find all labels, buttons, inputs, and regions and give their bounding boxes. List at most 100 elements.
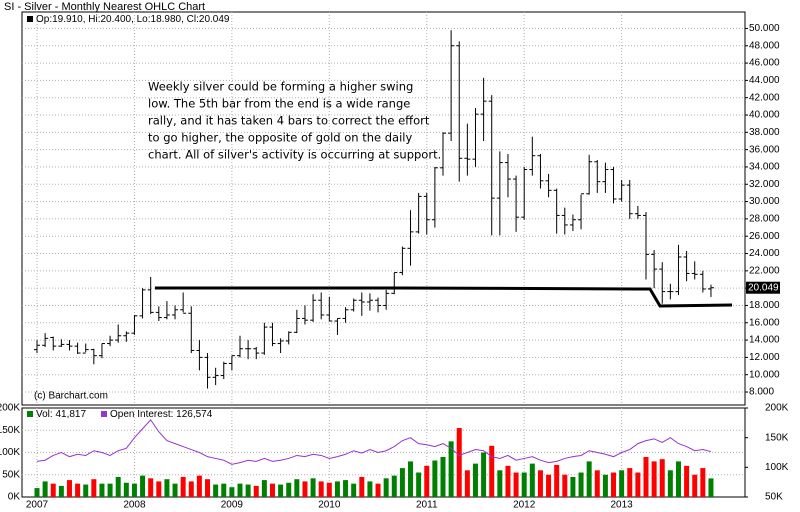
- volume-bar: [253, 485, 259, 497]
- y2-tick-label: 100K: [765, 462, 789, 473]
- volume-bar: [708, 478, 714, 497]
- last-price-label: 20.049: [748, 282, 779, 293]
- volume-bar: [659, 459, 665, 497]
- volume-bar: [562, 474, 568, 497]
- y2-tick-label: 50K: [765, 492, 783, 503]
- volume-bar: [440, 456, 446, 497]
- volume-bar: [481, 452, 487, 497]
- x-tick-label: 2011: [416, 500, 438, 511]
- x-tick-label: 2009: [221, 500, 244, 511]
- volume-bar: [667, 470, 673, 497]
- volume-bar: [196, 475, 202, 497]
- y2-tick-label: 150K: [765, 432, 789, 443]
- annotation-line: low. The 5th bar from the end is a wide …: [148, 97, 410, 111]
- volume-bar: [286, 482, 292, 497]
- volume-bar: [205, 479, 211, 497]
- volume-bar: [635, 472, 641, 497]
- volume-bar: [416, 472, 422, 497]
- y-tick-label: 26.000: [749, 231, 780, 242]
- volume-bar: [221, 483, 227, 497]
- volume-bar: [66, 480, 72, 497]
- annotation-line: Weekly silver could be forming a higher …: [148, 80, 413, 94]
- last-price-box: [746, 281, 780, 294]
- volume-bar: [651, 461, 657, 497]
- volume-bar: [310, 478, 316, 497]
- y-tick-label: 28.000: [749, 214, 780, 225]
- volume-bar: [546, 474, 552, 497]
- y-tick-label: 34.000: [749, 162, 780, 173]
- volume-bar: [318, 481, 324, 497]
- volume-bar: [123, 482, 129, 497]
- x-tick-label: 2013: [611, 500, 634, 511]
- y-tick-label: 24.000: [749, 248, 780, 259]
- y-tick-label: 30.000: [749, 196, 780, 207]
- volume-bar: [375, 483, 381, 497]
- volume-bar: [554, 464, 560, 497]
- y-tick-label: 42.000: [749, 92, 780, 103]
- volume-bar: [278, 484, 284, 497]
- volume-bar: [570, 476, 576, 497]
- volume-bar: [326, 482, 332, 497]
- y-tick-label: 10.000: [749, 369, 780, 380]
- price-legend: Op:19.910, Hi:20.400, Lo:18.980, Cl:20.0…: [36, 14, 230, 25]
- legend-swatch: [27, 411, 33, 417]
- annotation: Weekly silver could be forming a higher …: [148, 80, 441, 162]
- volume-bar: [537, 470, 543, 497]
- volume-bar: [505, 465, 511, 497]
- volume-bar: [513, 472, 519, 497]
- volume-bar: [91, 479, 97, 497]
- volume-bar: [188, 481, 194, 497]
- y-tick-label: 18.000: [749, 300, 780, 311]
- volume-bar: [448, 441, 454, 497]
- volume-bar: [172, 483, 178, 497]
- volume-bar: [34, 488, 40, 497]
- volume-bar: [424, 465, 430, 497]
- support-line: [155, 286, 733, 308]
- volume-bar: [107, 483, 113, 497]
- volume-bar: [50, 483, 56, 497]
- volume-bar: [343, 480, 349, 497]
- y-tick-label: 36.000: [749, 144, 780, 155]
- x-tick-label: 2010: [318, 500, 341, 511]
- x-tick-label: 2007: [26, 500, 49, 511]
- y-tick-label: 16.000: [749, 317, 780, 328]
- volume-bar: [408, 461, 414, 497]
- volume-bar: [131, 483, 137, 497]
- chart-title: SI - Silver - Monthly Nearest OHLC Chart: [4, 1, 205, 13]
- open-interest-line: [36, 419, 712, 465]
- y-tick-label: 50K: [2, 469, 20, 480]
- volume-bar: [464, 470, 470, 497]
- volume-bar: [578, 472, 584, 497]
- volume-bar: [619, 470, 625, 497]
- volume-bar: [351, 483, 357, 497]
- y-tick-label: 22.000: [749, 265, 780, 276]
- volume-bar: [521, 472, 527, 497]
- y-tick-label: 14.000: [749, 335, 780, 346]
- price-panel: [21, 11, 746, 406]
- legend-swatch: [27, 16, 33, 22]
- volume-bar: [245, 484, 251, 497]
- grid: [22, 12, 745, 497]
- volume-bar: [237, 483, 243, 497]
- volume-bar: [156, 481, 162, 497]
- y-tick-label: 100K: [0, 447, 20, 458]
- y-tick-label: 150K: [0, 425, 20, 436]
- volume-legend: Vol: 41,817: [36, 409, 86, 420]
- volume-bar: [367, 481, 373, 497]
- y-tick-label: 38.000: [749, 127, 780, 138]
- y-tick-label: 8.000: [749, 387, 774, 398]
- y-tick-label: 44.000: [749, 75, 780, 86]
- y-tick-label: 12.000: [749, 352, 780, 363]
- y-tick-label: 50.000: [749, 23, 780, 34]
- volume-bar: [261, 480, 267, 497]
- y-tick-label: 32.000: [749, 179, 780, 190]
- volume-bar: [684, 465, 690, 497]
- volume-bar: [399, 468, 405, 497]
- x-tick-label: 2012: [513, 500, 536, 511]
- x-tick-label: 2008: [123, 500, 146, 511]
- volume-bar: [269, 483, 275, 497]
- volume-bar: [42, 481, 48, 497]
- volume-bar: [472, 463, 478, 497]
- volume-bar: [432, 460, 438, 497]
- volume-bar: [294, 479, 300, 497]
